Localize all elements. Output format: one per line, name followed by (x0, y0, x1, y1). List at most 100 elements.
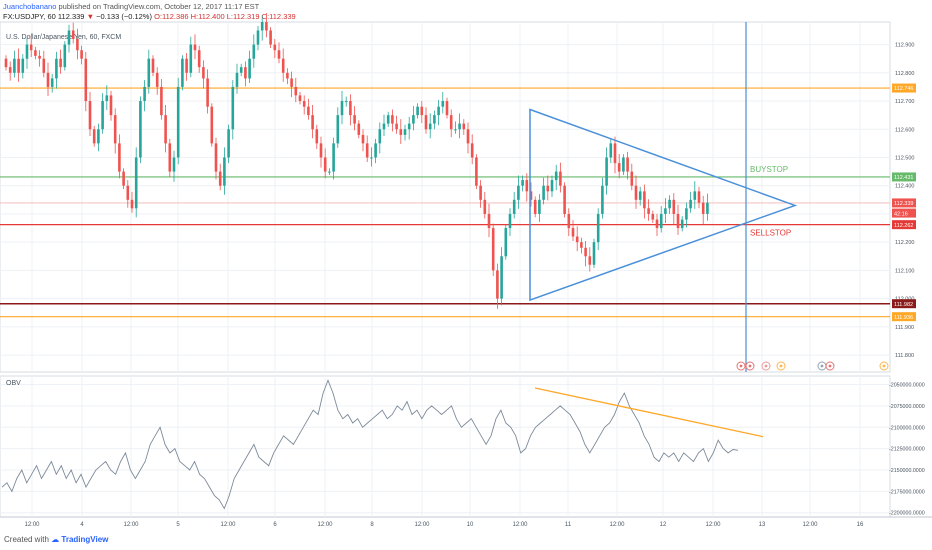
candle (113, 115, 117, 144)
candle (433, 115, 436, 124)
candle (315, 129, 319, 144)
x-tick-label: 12:00 (220, 522, 236, 528)
candle (391, 115, 394, 124)
grid (0, 21, 932, 518)
obv-tick-label: -2050000.0000 (889, 383, 925, 389)
publish-text: published on TradingView.com, October 12… (56, 2, 260, 11)
candle (302, 101, 306, 107)
price-label-box (892, 208, 916, 218)
candle (525, 180, 529, 192)
x-tick-label: 12:00 (24, 522, 40, 528)
candle (118, 143, 121, 172)
candle (370, 157, 373, 159)
symmetrical-triangle (529, 108, 798, 302)
candle (697, 191, 701, 203)
price-label-text: 111.982 (894, 302, 913, 308)
price-label-box (892, 83, 916, 93)
candle (239, 67, 243, 73)
obv-tick-label: -2150000.0000 (889, 468, 925, 474)
candle (71, 30, 75, 39)
candle (542, 185, 545, 200)
price-pane-border (0, 21, 891, 373)
candle (512, 199, 516, 214)
candle (181, 58, 184, 87)
candle (336, 115, 340, 144)
y-tick-label: 112.800 (895, 71, 914, 77)
y-tick-label: 111.800 (895, 353, 914, 359)
candle (605, 157, 608, 186)
y-tick-label: 111.900 (895, 325, 914, 331)
candle (500, 256, 503, 299)
candle (655, 219, 659, 229)
y-tick-label: 112.400 (895, 184, 914, 190)
candle (231, 86, 235, 130)
x-tick-label: 5 (176, 522, 180, 528)
event-flag-icon (825, 361, 835, 371)
candle (307, 106, 310, 116)
candle (626, 157, 629, 172)
candle (521, 180, 524, 186)
candle (269, 30, 272, 45)
candle (122, 171, 125, 186)
event-flag-icon (879, 361, 889, 371)
candle (407, 123, 411, 130)
candle (689, 199, 692, 209)
candle (584, 247, 587, 257)
candle (197, 50, 201, 68)
obv-tick-label: -2075000.0000 (889, 404, 925, 410)
price-label-box (892, 172, 916, 182)
candle (563, 185, 566, 214)
candle (13, 58, 16, 73)
event-flag-dot (739, 364, 743, 368)
candle (546, 185, 550, 192)
price-label-text: 112.262 (894, 223, 913, 229)
x-tick-label: 10 (467, 522, 474, 528)
event-flag-icon (817, 361, 827, 371)
candle (580, 242, 583, 248)
tradingview-brand[interactable]: TradingView (61, 535, 109, 544)
candle (227, 129, 230, 158)
candle (147, 58, 151, 87)
candle (617, 163, 621, 172)
candle (554, 171, 558, 181)
y-tick-label: 112.700 (895, 99, 914, 105)
candle (109, 95, 113, 116)
y-tick-label: 112.200 (895, 240, 914, 246)
candle (361, 134, 365, 144)
y-tick-label: 112.000 (895, 297, 914, 303)
time-axis[interactable]: 12:00 4 12:00 5 12:00 6 12:00 8 12:00 10 12:00 11 12… (24, 522, 864, 528)
candle (340, 101, 344, 116)
candle (63, 44, 67, 68)
candle (382, 123, 386, 130)
candle (449, 115, 453, 130)
y-tick-label: 112.100 (895, 268, 914, 274)
candle (84, 58, 88, 102)
candle (50, 78, 54, 87)
candle (25, 44, 29, 59)
obv-axis[interactable]: -2050000.0000 -2075000.0000 -2100000.0000 -… (889, 383, 925, 517)
candle (244, 67, 247, 79)
candle (252, 44, 256, 59)
price-change: −0.133 (−0.12%) (96, 12, 152, 21)
x-tick-label: 11 (565, 522, 572, 528)
candle (622, 157, 625, 172)
price-label-box (892, 299, 916, 309)
price-label-box (892, 312, 916, 322)
candle (38, 55, 41, 59)
obv-pane-title: OBV (6, 380, 21, 387)
author-link[interactable]: Juanchobanano (3, 2, 57, 11)
price-axis[interactable]: 112.900 112.800 112.700 112.600 112.500 112.4… (892, 43, 916, 359)
candle (134, 157, 138, 209)
event-flag-icon (736, 361, 746, 371)
candle (416, 106, 419, 116)
candle (412, 115, 415, 124)
candle (323, 157, 327, 172)
candle (311, 115, 314, 130)
candle (399, 129, 403, 135)
candle (386, 115, 390, 124)
candle (160, 86, 163, 116)
chart-header: Juanchobanano published on TradingView.c… (0, 0, 932, 22)
candle (42, 58, 46, 73)
price-label-text: 112.339 (894, 201, 913, 207)
